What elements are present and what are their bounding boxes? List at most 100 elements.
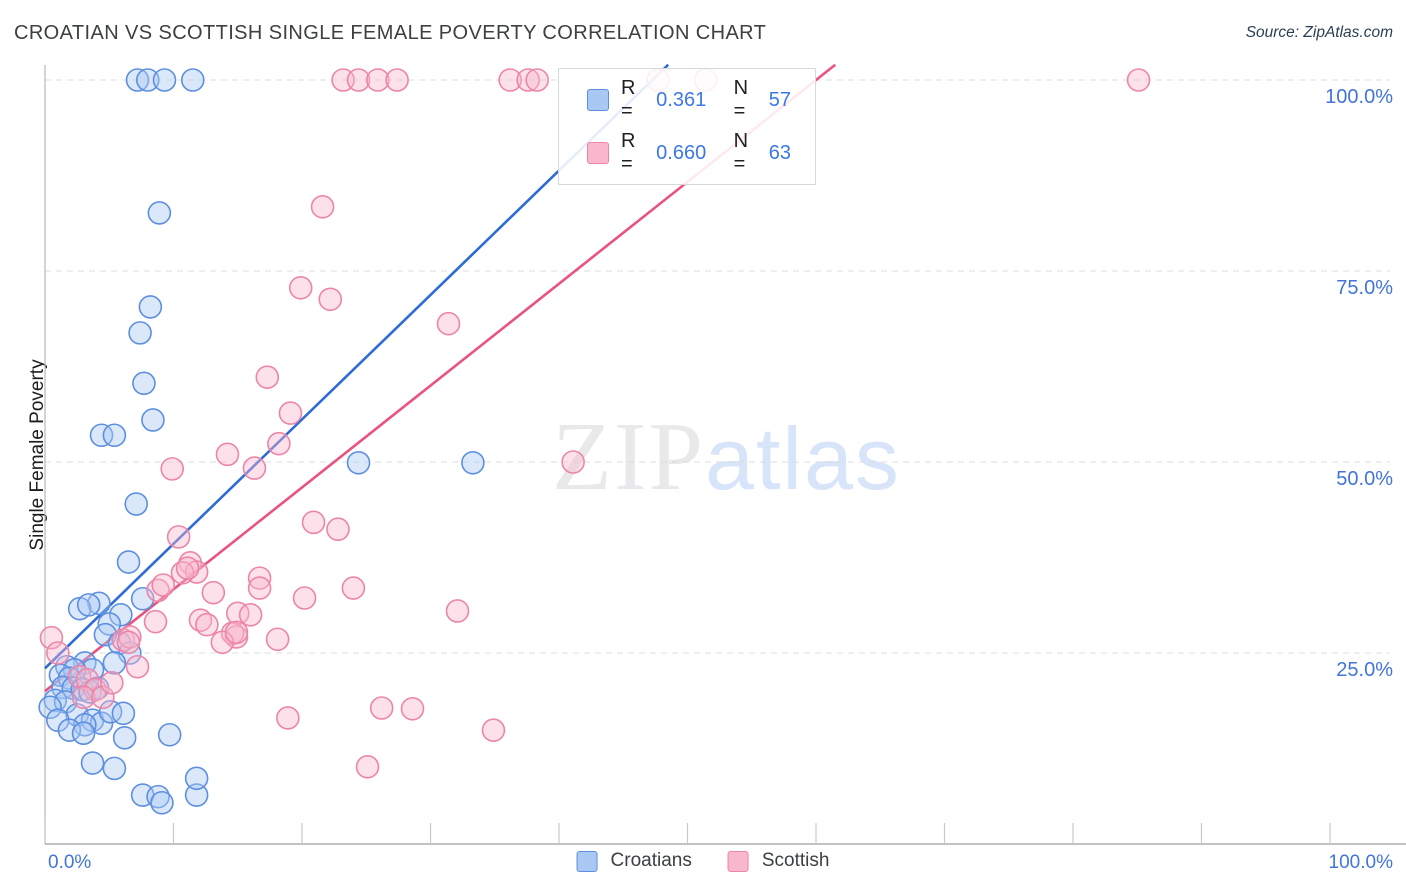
croatians-data-point[interactable] (116, 550, 141, 574)
legend-row-croatians: R = 0.361 N = 57 (587, 77, 803, 123)
croatians-data-point[interactable] (102, 423, 127, 448)
scottish-data-point[interactable] (355, 755, 380, 779)
croatians-data-point[interactable] (136, 68, 160, 92)
scottish-data-point[interactable] (125, 654, 150, 679)
scottish-data-point[interactable] (346, 68, 371, 92)
scottish-data-point[interactable] (116, 630, 141, 655)
croatians-data-point[interactable] (150, 790, 174, 815)
scottish-data-point[interactable] (201, 580, 226, 605)
croatians-data-point[interactable] (98, 700, 123, 724)
croatians-data-point[interactable] (346, 450, 371, 475)
scottish-data-point[interactable] (481, 718, 506, 742)
legend-item-croatians: Croatians (576, 850, 692, 872)
scottish-data-point[interactable] (318, 287, 343, 312)
croatians-data-point[interactable] (89, 423, 114, 448)
scottish-data-point[interactable] (71, 685, 96, 710)
scottish-data-point[interactable] (224, 620, 249, 645)
croatians-data-point[interactable] (112, 726, 137, 750)
scottish-swatch-icon (587, 142, 609, 164)
scottish-data-point[interactable] (267, 431, 291, 456)
scottish-data-point[interactable] (175, 556, 200, 580)
r-value-scottish: 0.660 (656, 141, 707, 164)
scottish-data-point[interactable] (369, 696, 394, 720)
scottish-data-point[interactable] (288, 276, 313, 300)
y-tick-50: 50.0% (1336, 468, 1393, 490)
scottish-data-point[interactable] (160, 457, 185, 481)
croatians-data-point[interactable] (184, 766, 209, 791)
croatians-data-point[interactable] (57, 718, 82, 742)
croatians-data-point[interactable] (76, 593, 101, 617)
scottish-data-point[interactable] (166, 525, 191, 549)
scottish-data-point[interactable] (366, 68, 390, 92)
scottish-data-point[interactable] (247, 576, 272, 600)
legend-label-croatians: Croatians (610, 850, 692, 871)
croatians-data-point[interactable] (71, 721, 96, 746)
scottish-data-point[interactable] (195, 612, 219, 637)
croatians-swatch-icon (587, 89, 609, 111)
croatians-data-point[interactable] (152, 68, 177, 92)
x-tick-0: 0.0% (48, 852, 92, 873)
scottish-data-point[interactable] (301, 510, 326, 535)
croatians-data-point[interactable] (128, 321, 152, 345)
scottish-data-point[interactable] (215, 442, 240, 467)
croatians-data-point[interactable] (141, 408, 165, 432)
scottish-data-point[interactable] (278, 401, 303, 425)
scottish-data-point[interactable] (436, 311, 461, 336)
croatians-data-point[interactable] (147, 201, 172, 225)
scottish-data-point[interactable] (100, 670, 124, 695)
croatians-data-point[interactable] (93, 622, 118, 647)
watermark-atlas-text: atlas (705, 409, 901, 508)
scottish-data-point[interactable] (498, 68, 522, 92)
croatians-data-point[interactable] (132, 371, 156, 396)
scottish-data-point[interactable] (326, 517, 350, 542)
scottish-data-point[interactable] (1126, 68, 1151, 92)
scottish-data-point[interactable] (525, 68, 549, 92)
croatians-data-point[interactable] (180, 68, 205, 92)
scottish-data-point[interactable] (255, 365, 280, 389)
scottish-data-point[interactable] (188, 608, 213, 632)
scottish-data-point[interactable] (265, 627, 290, 652)
scottish-data-point[interactable] (242, 456, 267, 480)
scottish-data-point[interactable] (561, 450, 585, 474)
croatians-data-point[interactable] (124, 492, 149, 516)
n-value-croatians: 57 (768, 88, 791, 111)
legend-row-scottish: R = 0.660 N = 63 (587, 130, 803, 176)
scottish-data-point[interactable] (91, 685, 115, 710)
scottish-data-point[interactable] (341, 576, 366, 600)
scottish-data-point[interactable] (151, 573, 176, 597)
scottish-data-point[interactable] (445, 599, 470, 623)
croatians-swatch-icon (576, 850, 598, 872)
page-title: CROATIAN VS SCOTTISH SINGLE FEMALE POVER… (14, 22, 767, 44)
croatians-data-point[interactable] (138, 295, 163, 319)
n-value-scottish: 63 (768, 141, 791, 164)
axes (44, 65, 1406, 845)
series-legend: Croatians Scottish (576, 850, 829, 872)
r-value-croatians: 0.361 (656, 88, 707, 111)
scottish-data-point[interactable] (516, 68, 540, 92)
croatians-data-point[interactable] (184, 783, 209, 807)
scottish-data-point[interactable] (400, 696, 425, 721)
croatians-data-point[interactable] (80, 751, 105, 775)
croatians-data-point[interactable] (38, 695, 62, 720)
scottish-data-point[interactable] (46, 641, 70, 665)
y-tick-75: 75.0% (1336, 277, 1393, 299)
scottish-data-point[interactable] (238, 602, 263, 627)
scottish-data-point[interactable] (143, 609, 168, 634)
scottish-data-point[interactable] (385, 68, 409, 92)
scottish-data-point[interactable] (292, 586, 317, 610)
croatians-data-point[interactable] (102, 651, 127, 675)
croatians-data-point[interactable] (461, 450, 485, 475)
croatians-data-point[interactable] (102, 756, 127, 781)
scottish-data-point[interactable] (310, 195, 335, 219)
n-label: N = (733, 130, 749, 175)
scottish-data-point[interactable] (39, 625, 64, 650)
croatians-data-point[interactable] (111, 701, 136, 726)
scottish-data-point[interactable] (276, 706, 300, 730)
watermark-zip-text: ZIP (552, 403, 705, 511)
y-tick-25: 25.0% (1336, 659, 1393, 681)
x-tick-100: 100.0% (1328, 852, 1393, 873)
croatians-data-point[interactable] (73, 713, 97, 737)
scottish-data-point[interactable] (247, 566, 272, 590)
croatians-data-point[interactable] (157, 722, 182, 747)
